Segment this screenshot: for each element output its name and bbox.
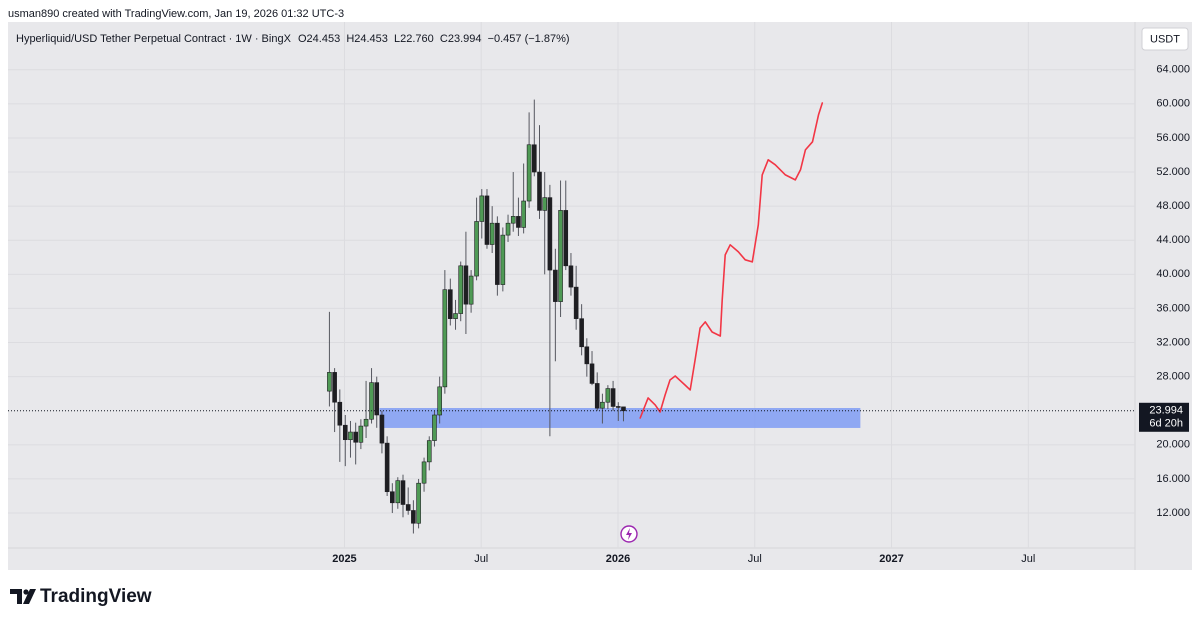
candle-body: [348, 431, 353, 441]
candle-body: [615, 406, 621, 408]
candles: [327, 99, 626, 534]
candle-body: [516, 216, 521, 228]
candle-body: [621, 406, 626, 412]
grid: [8, 22, 1135, 548]
forecast-layer: [8, 102, 1135, 419]
candle-body: [579, 318, 584, 348]
candle-body: [610, 388, 616, 407]
candle-body: [521, 200, 526, 228]
candle-body: [337, 401, 343, 426]
candle-body: [369, 382, 374, 420]
candle-body: [327, 372, 332, 392]
candle-body: [500, 234, 506, 285]
credit: usman890 created with TradingView.com, J…: [8, 8, 344, 20]
last-price-label: 23.994: [1149, 405, 1183, 417]
candle-body: [537, 171, 542, 211]
candle-body: [416, 482, 421, 524]
candle-body: [505, 222, 511, 236]
x-tick-label: Jul: [1021, 553, 1035, 565]
candle-body: [463, 265, 469, 305]
y-tick-label: 64.000: [1156, 64, 1190, 76]
candle-body: [489, 222, 495, 245]
candle-body: [411, 510, 416, 524]
candle-body: [395, 480, 401, 504]
logo: [10, 589, 36, 604]
y-tick-label: 52.000: [1156, 166, 1190, 178]
x-tick-label: Jul: [748, 553, 762, 565]
candle-body: [589, 363, 595, 384]
candle-body: [594, 383, 600, 409]
x-tick-label: 2027: [879, 553, 903, 565]
candle-body: [405, 504, 411, 511]
y-tick-label: 32.000: [1156, 336, 1190, 348]
candle-body: [563, 210, 569, 267]
candle-body: [479, 195, 485, 222]
candle-body: [526, 144, 532, 202]
x-tick-label: Jul: [474, 553, 488, 565]
candle-body: [584, 346, 590, 365]
logo-mark-t: [10, 589, 22, 604]
candle-body: [358, 425, 364, 443]
axes: 12.000 16.000 20.000 28.000 32.000 36.000 40.0…: [332, 64, 1190, 565]
support-zone: [379, 408, 861, 428]
candle-body: [442, 289, 448, 388]
y-tick-label: 12.000: [1156, 507, 1190, 519]
candle-body: [342, 424, 348, 441]
candle-body: [468, 275, 474, 305]
x-tick-label: 2026: [606, 553, 630, 565]
x-tick-label: 2025: [332, 553, 356, 565]
ohlc-legend: O24.453 H24.453 L22.760 C23.994 −0.457 (…: [298, 33, 570, 45]
y-tick-label: 28.000: [1156, 371, 1190, 383]
y-tick-label: 40.000: [1156, 268, 1190, 280]
currency-label[interactable]: USDT: [1150, 33, 1180, 45]
candle-body: [453, 313, 458, 319]
candle-body: [573, 286, 579, 319]
symbol-title: Hyperliquid/USD Tether Perpetual Contrac…: [16, 33, 292, 45]
candle-body: [432, 414, 437, 441]
candle-body: [510, 216, 516, 224]
forecast-line: [639, 102, 824, 419]
candle-body: [553, 269, 558, 302]
candle-body: [379, 414, 385, 444]
event-bolt: [626, 528, 632, 540]
logo-mark-v: [23, 589, 36, 604]
candle-body: [495, 222, 500, 285]
candle-body: [531, 144, 537, 173]
candle-body: [426, 440, 432, 463]
y-tick-label: 44.000: [1156, 234, 1190, 246]
candle-body: [384, 442, 390, 493]
y-tick-label: 36.000: [1156, 302, 1190, 314]
candle-body: [547, 197, 553, 271]
candle-body: [437, 386, 442, 416]
candle-body: [542, 197, 547, 211]
candle-body: [568, 265, 574, 288]
candle-body: [600, 401, 605, 409]
y-tick-label: 16.000: [1156, 473, 1190, 485]
currency-button[interactable]: [1141, 27, 1189, 51]
candle-body: [484, 195, 490, 245]
candle-body: [474, 221, 479, 277]
candle-body: [332, 372, 337, 403]
y-tick-label: 20.000: [1156, 439, 1190, 451]
candle-body: [421, 461, 427, 484]
brand: TradingView: [40, 586, 152, 607]
y-tick-label: 60.000: [1156, 98, 1190, 110]
last-price-box: [1139, 402, 1189, 432]
candle-body: [605, 388, 611, 403]
candle-body: [390, 491, 395, 504]
candle-body: [353, 431, 358, 443]
zone-layer: [379, 408, 861, 428]
candle-body: [374, 382, 380, 416]
countdown-label: 6d 20h: [1149, 418, 1183, 430]
y-tick-label: 48.000: [1156, 200, 1190, 212]
candle-body: [458, 265, 464, 314]
candle-body: [448, 289, 453, 319]
candle-body: [558, 210, 563, 302]
candle-body: [363, 418, 369, 427]
candle-body: [400, 480, 406, 505]
y-tick-label: 56.000: [1156, 132, 1190, 144]
logo-mark-dot: [23, 589, 29, 595]
